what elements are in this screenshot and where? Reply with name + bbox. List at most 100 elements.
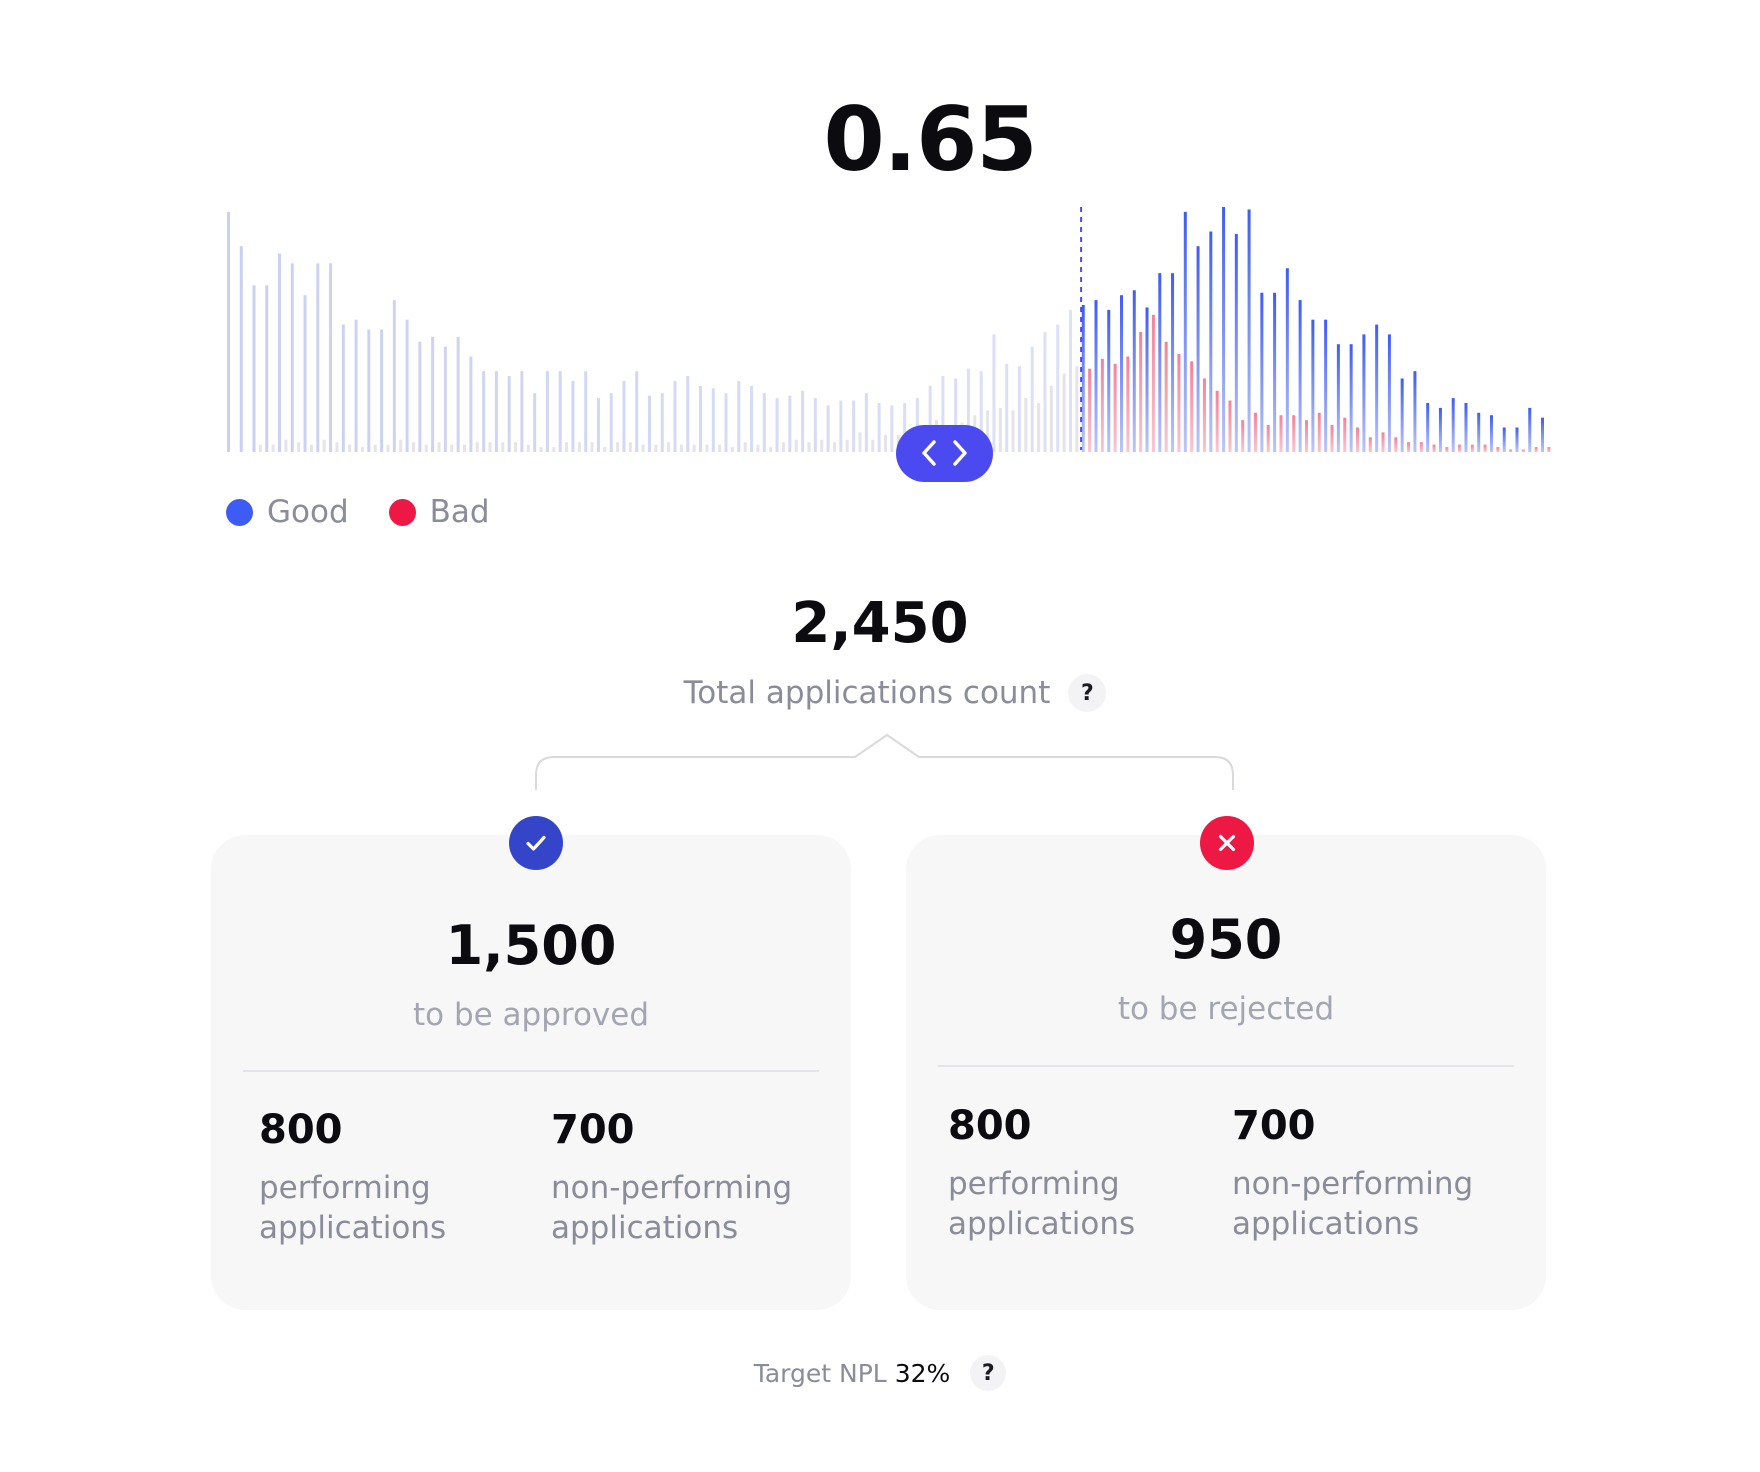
bar-bad [1164, 341, 1168, 452]
bar-good [1375, 324, 1379, 452]
bar-bad [807, 442, 811, 452]
bar-good [686, 376, 690, 452]
approved-count: 1,500 [445, 914, 617, 977]
bar-good [1005, 363, 1009, 452]
bar-good [596, 398, 600, 452]
bar-good [1426, 403, 1430, 452]
bar-good [1171, 273, 1175, 452]
threshold-handle[interactable] [896, 425, 993, 482]
bar-bad [463, 444, 467, 452]
bar-bad [718, 444, 722, 452]
bar-good [647, 395, 651, 452]
bar-bad [616, 442, 620, 452]
threshold-handle-body[interactable] [896, 425, 993, 482]
bar-good [1030, 346, 1034, 452]
rejected-non-performing-label: non-performing applications [1232, 1166, 1474, 1243]
bar-good [1260, 292, 1264, 452]
bar-bad [1100, 358, 1104, 452]
bar-bad [1139, 331, 1143, 452]
bar-bad [1521, 449, 1525, 452]
bar-bad [501, 442, 505, 452]
approved-performing-label: performing applications [259, 1170, 447, 1247]
legend-item-good[interactable]: Good [226, 494, 349, 530]
legend-item-bad[interactable]: Bad [388, 494, 490, 530]
bar-good [1094, 300, 1098, 452]
bar-good [1196, 246, 1200, 452]
bar-good [1068, 309, 1072, 452]
bar-good [826, 405, 830, 452]
bar-good [584, 371, 588, 452]
bar-good [1489, 415, 1493, 452]
histogram-bars [227, 207, 1551, 452]
total-applications: 2,450 Total applications count ? [0, 596, 1760, 712]
bar-good [1158, 273, 1162, 452]
bar-good [303, 295, 307, 452]
bar-bad [858, 432, 862, 452]
bar-good [762, 393, 766, 452]
bar-good [864, 393, 868, 452]
score-histogram [227, 207, 1551, 482]
rejected-card: 950 to be rejected 800 performing applic… [906, 835, 1546, 1310]
bar-bad [539, 447, 543, 452]
bar-good [1464, 403, 1468, 452]
bar-bad [475, 442, 479, 452]
bar-bad [641, 444, 645, 452]
rejected-performing-value: 800 [948, 1103, 1032, 1149]
bar-good [1311, 319, 1315, 452]
bar-bad [1151, 314, 1155, 452]
rejected-label: to be rejected [1117, 991, 1335, 1027]
bar-bad [271, 444, 275, 452]
help-icon[interactable]: ? [970, 1355, 1007, 1391]
bar-bad [1190, 361, 1194, 452]
help-icon[interactable]: ? [1068, 674, 1107, 712]
bar-good [903, 403, 907, 452]
bar-bad [1343, 417, 1347, 452]
bar-bad [1049, 385, 1053, 452]
bar-good [1132, 290, 1136, 452]
bar-good [1209, 231, 1213, 452]
bar-bad [258, 444, 262, 452]
bar-good [737, 380, 741, 452]
bar-good [227, 211, 230, 452]
bar-good [443, 346, 447, 452]
bar-bad [871, 439, 875, 452]
split-bracket [535, 733, 1234, 790]
bar-bad [488, 442, 492, 452]
bar-good [1183, 211, 1187, 452]
bar-bad [1317, 412, 1321, 452]
bar-good [571, 380, 575, 452]
bar-bad [1011, 410, 1015, 452]
bar-bad [1024, 398, 1028, 452]
bar-good [1413, 371, 1417, 452]
bar-bad [526, 444, 530, 452]
bar-good [660, 393, 664, 452]
bar-good [813, 398, 817, 452]
bar-bad [1177, 354, 1181, 452]
bar-good [928, 385, 932, 452]
bar-good [941, 376, 945, 452]
legend-dot-bad [388, 498, 416, 526]
total-applications-value: 2,450 [791, 591, 969, 656]
chevron-right-icon [953, 440, 967, 466]
bar-good [1285, 268, 1289, 452]
bar-good [380, 329, 384, 452]
bar-good [329, 263, 333, 452]
bar-good [278, 253, 282, 452]
bar-good [469, 356, 473, 452]
check-icon [526, 835, 546, 851]
bar-bad [1304, 420, 1308, 452]
bar-good [494, 371, 498, 452]
bar-good [431, 336, 435, 452]
bar-good [890, 405, 894, 452]
bar-good [1145, 307, 1149, 452]
bar-bad [552, 447, 556, 452]
legend-label-good: Good [267, 494, 349, 530]
rejected-performing-label: performing applications [948, 1166, 1136, 1243]
legend-dot-good [226, 498, 253, 526]
bar-bad [1075, 366, 1079, 452]
bar-bad [705, 444, 709, 452]
chevron-left-icon [922, 440, 936, 466]
bar-good [1107, 309, 1111, 452]
bar-bad [1419, 442, 1423, 452]
bar-bad [845, 439, 849, 452]
